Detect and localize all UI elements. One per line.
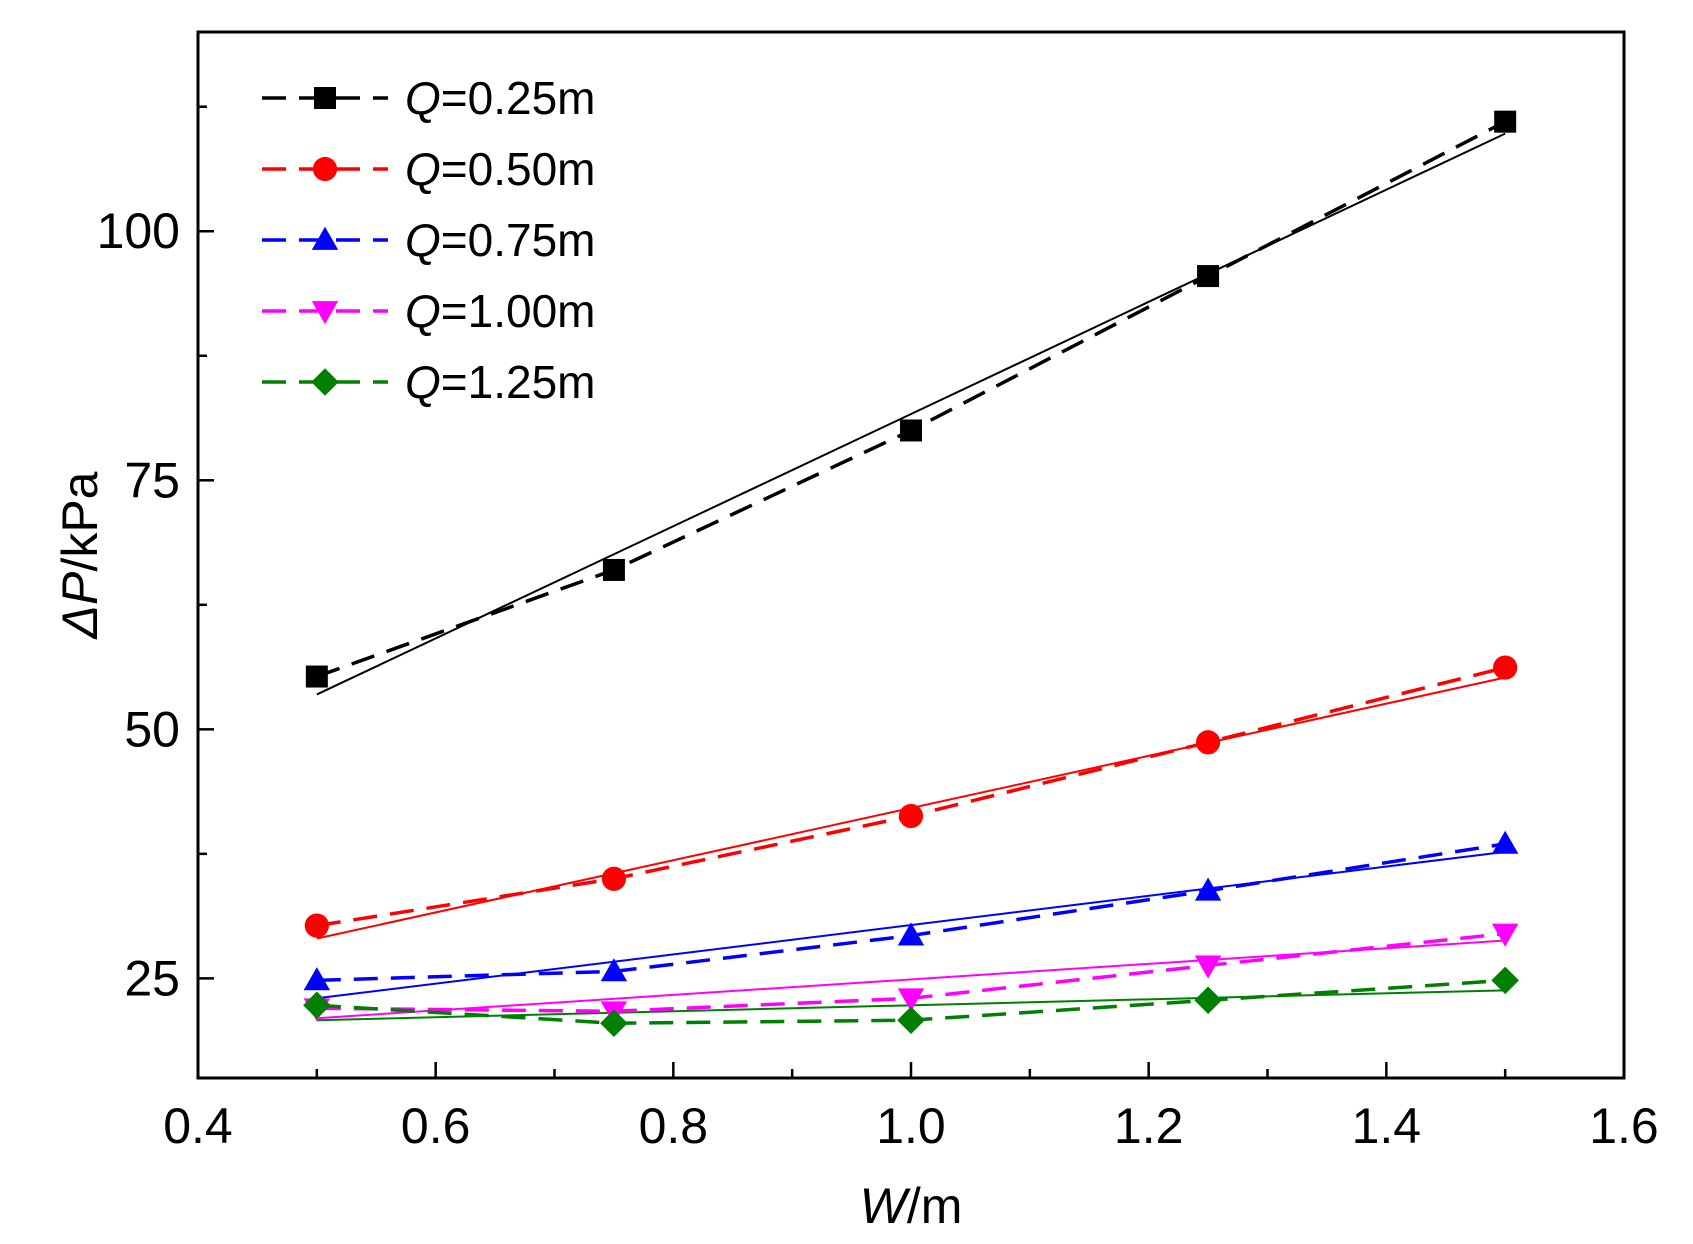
data-point-triangle-up [897,922,925,946]
data-point-square [602,558,625,581]
data-point-circle [304,913,329,938]
data-point-diamond [897,1006,925,1034]
data-point-square [305,665,328,688]
legend-marker-triangle-down [311,301,339,325]
data-point-square [1494,110,1517,133]
fit-lines [316,132,1506,1022]
data-point-triangle-up [303,967,331,991]
data-point-circle [601,866,627,891]
data-point-triangle-down [897,988,925,1012]
data-point-circle [1493,655,1518,680]
y-axis-ticks: 25 50 75 100 [97,105,214,1006]
legend-label: Q=1.00m [405,285,596,337]
fit-line-Q=0.25m [316,132,1506,696]
y-tick-label: 25 [124,950,180,1006]
x-axis-ticks: 0.4 0.6 0.8 1.0 1.2 1.4 1.6 [163,1062,1659,1154]
legend: Q=0.25m Q=0.50m Q=0.75m Q=1.00m Q=1.25m [262,72,596,408]
x-tick-label: 0.8 [639,1098,709,1154]
x-tick-label: 1.2 [1114,1098,1184,1154]
y-tick-label: 100 [97,203,180,259]
x-tick-label: 0.4 [163,1098,233,1154]
legend-marker-diamond [311,368,339,396]
data-point-diamond [600,1009,628,1037]
legend-label: Q=0.75m [405,214,596,266]
x-tick-label: 0.6 [401,1098,471,1154]
data-point-diamond [303,991,331,1020]
x-axis-title: W/m [860,1178,963,1234]
legend-label: Q=0.50m [405,143,596,195]
y-axis-title: ΔP/kPa [52,471,108,639]
data-point-triangle-down [1194,955,1222,979]
legend-label: Q=1.25m [405,356,596,408]
y-tick-label: 75 [124,452,180,508]
y-axis-var: P [52,571,108,605]
data-point-square [1197,265,1220,288]
x-tick-label: 1.0 [876,1098,946,1154]
fit-line-Q=1.00m [316,939,1506,1020]
data-point-diamond [1194,986,1222,1015]
legend-marker-square [314,87,336,109]
y-axis-unit: /kPa [52,471,108,571]
data-point-triangle-down [1491,923,1519,947]
data-point-triangle-up [1194,877,1222,901]
data-point-circle [898,803,924,829]
data-point-square [900,419,922,442]
data-point-circle [1195,730,1221,755]
legend-marker-triangle-up [311,226,339,250]
data-point-triangle-up [1491,830,1519,854]
x-tick-label: 1.4 [1352,1098,1422,1154]
series-line-Q=0.50m [316,665,1506,928]
x-axis-unit: /m [907,1178,963,1234]
data-point-triangle-up [600,958,628,982]
series-line-Q=0.75m [316,842,1506,983]
data-point-diamond [1491,966,1519,995]
x-axis-var: W [860,1178,912,1234]
data-series [303,110,1519,1037]
legend-label: Q=0.25m [405,72,596,124]
legend-marker-circle [312,156,338,182]
y-tick-label: 50 [124,701,180,757]
x-tick-label: 1.6 [1589,1098,1659,1154]
y-axis-delta: Δ [52,605,108,640]
